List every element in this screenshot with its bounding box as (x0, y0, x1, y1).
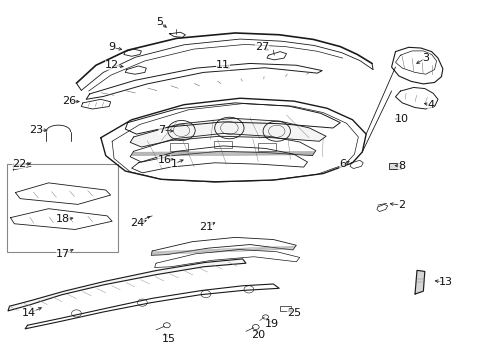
Text: 6: 6 (339, 159, 346, 169)
Text: 13: 13 (440, 277, 453, 287)
Polygon shape (8, 259, 246, 311)
Text: 22: 22 (12, 159, 26, 169)
Text: 8: 8 (398, 161, 405, 171)
Text: 26: 26 (62, 96, 76, 106)
Polygon shape (130, 118, 326, 147)
Text: 2: 2 (398, 200, 405, 210)
Text: 24: 24 (130, 218, 145, 228)
Text: 19: 19 (265, 319, 279, 329)
Text: 27: 27 (255, 42, 269, 52)
Text: 12: 12 (105, 60, 119, 70)
Polygon shape (415, 270, 425, 294)
Bar (6, 163, 118, 252)
Text: 21: 21 (199, 222, 213, 231)
Text: 23: 23 (29, 125, 43, 135)
Bar (280, 306, 291, 311)
Text: 25: 25 (287, 308, 301, 318)
Bar (389, 163, 401, 169)
Text: 17: 17 (56, 248, 70, 258)
Bar (170, 143, 188, 150)
Text: 1: 1 (171, 159, 178, 169)
Text: 9: 9 (109, 42, 116, 52)
Text: 5: 5 (156, 17, 163, 27)
Text: 3: 3 (422, 53, 429, 63)
Text: 4: 4 (427, 100, 434, 110)
Text: 16: 16 (157, 155, 171, 165)
Bar (258, 143, 276, 150)
Text: 10: 10 (394, 114, 408, 124)
Text: 20: 20 (252, 330, 266, 340)
Text: 15: 15 (162, 333, 176, 343)
Text: 18: 18 (56, 215, 70, 224)
Text: 14: 14 (22, 309, 36, 318)
Text: 7: 7 (158, 125, 166, 135)
Bar (214, 141, 232, 148)
Text: 11: 11 (216, 60, 230, 70)
